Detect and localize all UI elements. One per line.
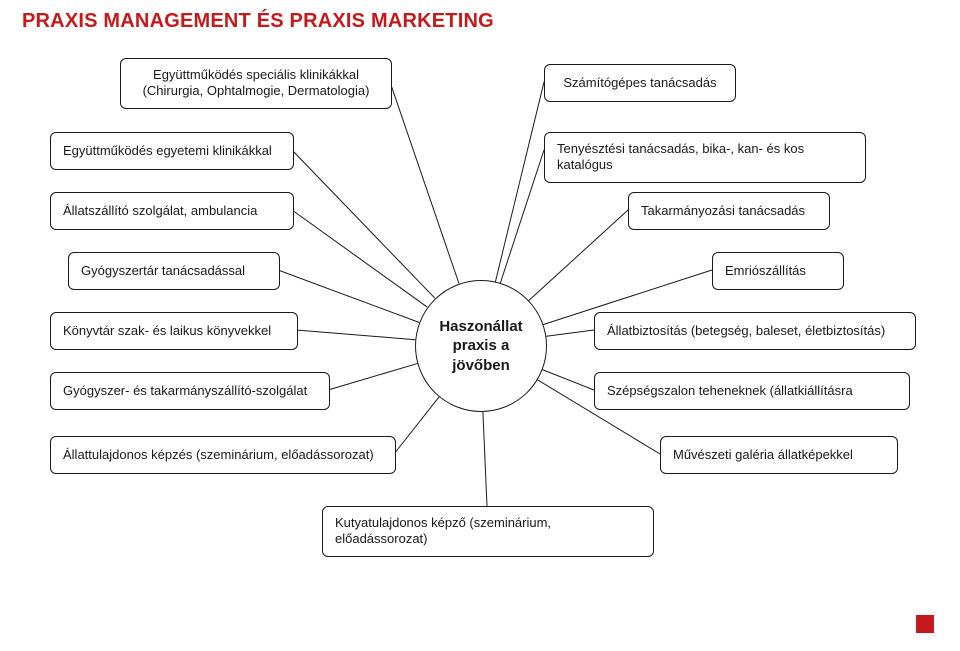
diagram-box: Kutyatulajdonos képző (szeminárium, előa… bbox=[322, 506, 654, 557]
box-text: Tenyésztési tanácsadás, bika-, kan- és k… bbox=[557, 141, 853, 174]
diagram-box: Gyógyszer- és takarmányszállító-szolgála… bbox=[50, 372, 330, 410]
central-node: Haszonállat praxis a jövőben bbox=[415, 280, 547, 412]
central-line1: Haszonállat bbox=[439, 318, 522, 335]
diagram-box: Állattulajdonos képzés (szeminárium, elő… bbox=[50, 436, 396, 474]
central-line3: jövőben bbox=[452, 357, 510, 374]
diagram-box: Együttműködés egyetemi klinikákkal bbox=[50, 132, 294, 170]
box-text: Gyógyszertár tanácsadással bbox=[81, 263, 245, 279]
box-text: Együttműködés egyetemi klinikákkal bbox=[63, 143, 272, 159]
box-text-line: (Chirurgia, Ophtalmogie, Dermatologia) bbox=[143, 83, 370, 99]
box-text: Állatszállító szolgálat, ambulancia bbox=[63, 203, 257, 219]
box-text: Könyvtár szak- és laikus könyvekkel bbox=[63, 323, 271, 339]
diagram-box: Számítógépes tanácsadás bbox=[544, 64, 736, 102]
box-text: Állattulajdonos képzés (szeminárium, elő… bbox=[63, 447, 374, 463]
diagram-box: Együttműködés speciális klinikákkal(Chir… bbox=[120, 58, 392, 109]
diagram-box: Tenyésztési tanácsadás, bika-, kan- és k… bbox=[544, 132, 866, 183]
box-text: Számítógépes tanácsadás bbox=[563, 75, 716, 91]
diagram-box: Állatszállító szolgálat, ambulancia bbox=[50, 192, 294, 230]
diagram-box: Könyvtár szak- és laikus könyvekkel bbox=[50, 312, 298, 350]
page-corner-accent bbox=[916, 615, 934, 633]
page: PRAXIS MANAGEMENT ÉS PRAXIS MARKETING Eg… bbox=[0, 0, 960, 651]
page-title: PRAXIS MANAGEMENT ÉS PRAXIS MARKETING bbox=[22, 10, 494, 33]
box-text: Művészeti galéria állatképekkel bbox=[673, 447, 853, 463]
diagram-box: Állatbiztosítás (betegség, baleset, élet… bbox=[594, 312, 916, 350]
diagram-box: Szépségszalon teheneknek (állatkiállítás… bbox=[594, 372, 910, 410]
diagram-box: Emriószállítás bbox=[712, 252, 844, 290]
diagram-box: Takarmányozási tanácsadás bbox=[628, 192, 830, 230]
box-text: Szépségszalon teheneknek (állatkiállítás… bbox=[607, 383, 853, 399]
box-text: Állatbiztosítás (betegség, baleset, élet… bbox=[607, 323, 885, 339]
diagram-box: Gyógyszertár tanácsadással bbox=[68, 252, 280, 290]
central-line2: praxis a bbox=[453, 337, 510, 354]
box-text: Emriószállítás bbox=[725, 263, 806, 279]
box-text: Kutyatulajdonos képző (szeminárium, előa… bbox=[335, 515, 641, 548]
box-text-line: Együttműködés speciális klinikákkal bbox=[143, 67, 370, 83]
box-text: Takarmányozási tanácsadás bbox=[641, 203, 805, 219]
box-text: Gyógyszer- és takarmányszállító-szolgála… bbox=[63, 383, 307, 399]
diagram-box: Művészeti galéria állatképekkel bbox=[660, 436, 898, 474]
